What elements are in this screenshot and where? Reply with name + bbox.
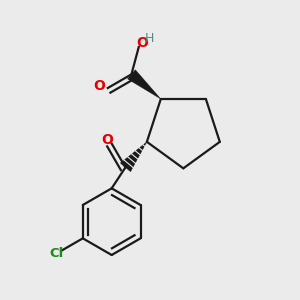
Text: H: H [145,32,154,45]
Polygon shape [128,70,161,99]
Polygon shape [120,142,147,172]
Text: O: O [94,79,105,93]
Text: O: O [136,36,148,50]
Text: O: O [101,133,113,147]
Text: Cl: Cl [49,247,63,260]
